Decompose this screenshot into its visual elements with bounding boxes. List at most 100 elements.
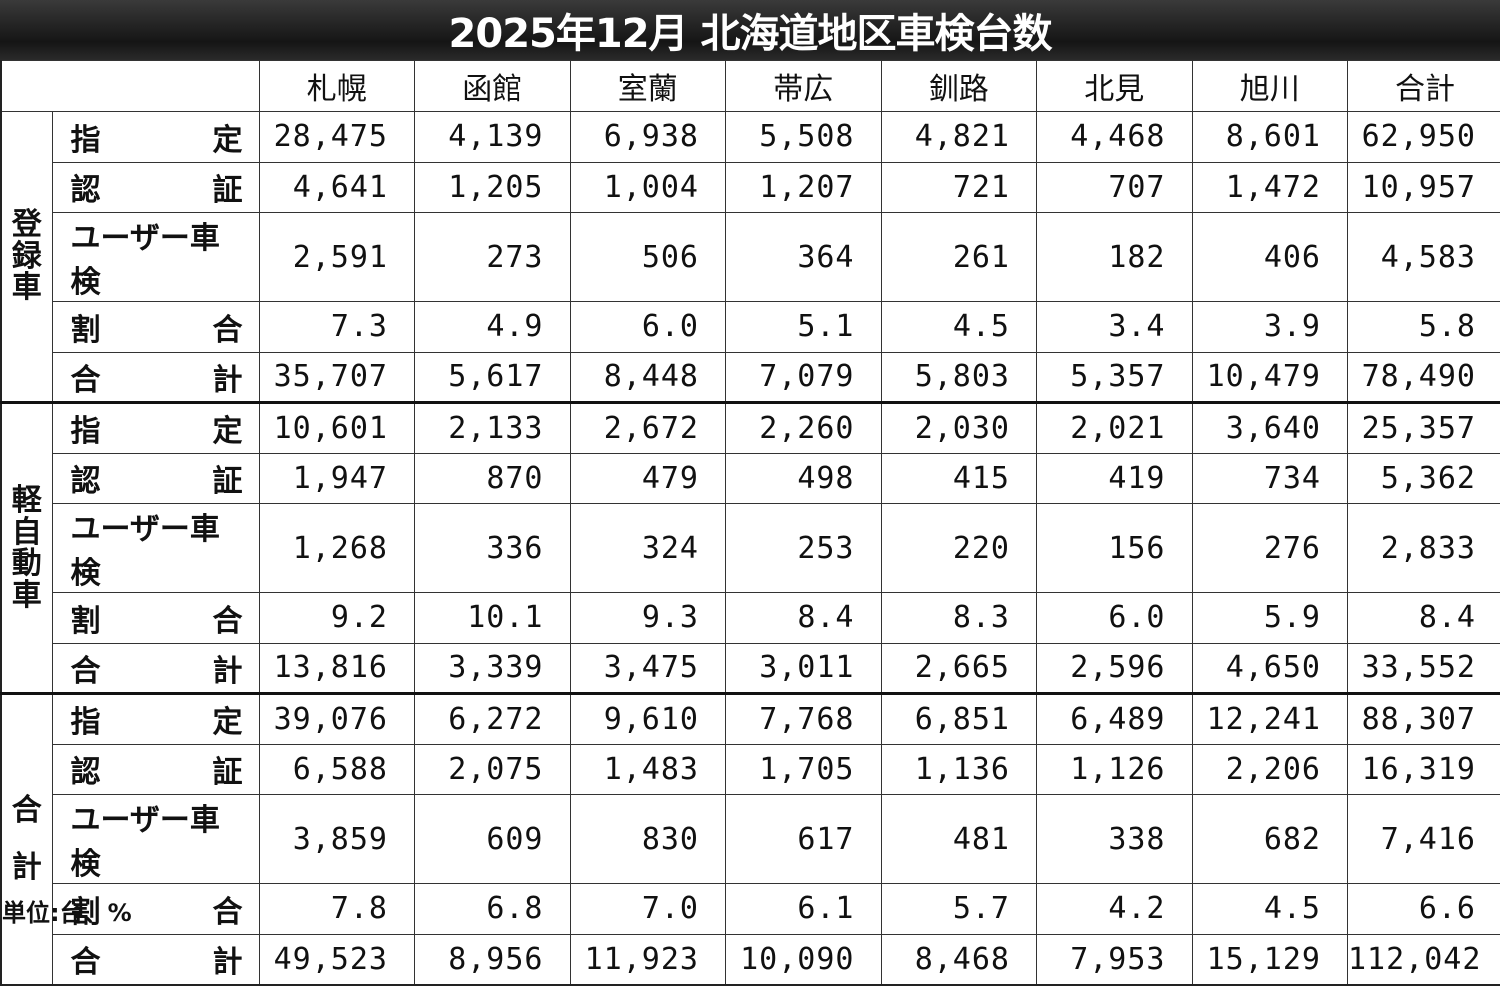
value-cell: 2,596 [1037, 643, 1193, 694]
corner-cell [1, 61, 259, 112]
value-cell: 7.0 [570, 884, 726, 935]
table-title: 2025年12月 北海道地区車検台数 [0, 0, 1500, 62]
value-cell: 3,859 [259, 795, 415, 884]
row-label: 合計 [52, 352, 259, 403]
column-header: 札幌 [259, 61, 415, 112]
value-cell: 88,307 [1348, 694, 1500, 745]
value-cell: 1,705 [726, 744, 882, 795]
value-cell: 6.0 [1037, 593, 1193, 644]
value-cell: 8,956 [415, 934, 571, 985]
value-cell: 1,483 [570, 744, 726, 795]
column-header: 函館 [415, 61, 571, 112]
value-cell: 1,126 [1037, 744, 1193, 795]
row-label: 認証 [52, 162, 259, 213]
value-cell: 707 [1037, 162, 1193, 213]
value-cell: 13,816 [259, 643, 415, 694]
value-cell: 4,641 [259, 162, 415, 213]
value-cell: 8.4 [726, 593, 882, 644]
value-cell: 5,803 [881, 352, 1037, 403]
row-label-part: 指 [71, 406, 101, 450]
group-label-char: 計 [2, 852, 52, 884]
value-cell: 276 [1192, 504, 1348, 593]
value-cell: 2,206 [1192, 744, 1348, 795]
row-label-part: ユーザー車検 [71, 213, 243, 301]
value-cell: 7,953 [1037, 934, 1193, 985]
group-label-char: 軽 [2, 485, 52, 517]
value-cell: 6,851 [881, 694, 1037, 745]
value-cell: 10,479 [1192, 352, 1348, 403]
row-label: 合計 [52, 643, 259, 694]
row-label-part: ユーザー車検 [71, 504, 243, 592]
value-cell: 49,523 [259, 934, 415, 985]
value-cell: 2,030 [881, 403, 1037, 454]
value-cell: 5.7 [881, 884, 1037, 935]
value-cell: 4,139 [415, 112, 571, 163]
value-cell: 6,489 [1037, 694, 1193, 745]
row-label-part: 計 [213, 646, 243, 690]
row-label-part: ユーザー車検 [71, 795, 243, 883]
row-label-part: 合 [71, 355, 101, 399]
value-cell: 8,448 [570, 352, 726, 403]
group-label-char [2, 826, 52, 852]
value-cell: 3,011 [726, 643, 882, 694]
value-cell: 8,468 [881, 934, 1037, 985]
group-label-char: 車 [2, 272, 52, 304]
value-cell: 4.5 [1192, 884, 1348, 935]
column-header: 釧路 [881, 61, 1037, 112]
row-label: ユーザー車検 [52, 213, 259, 302]
column-header: 北見 [1037, 61, 1193, 112]
row-label-part: 合 [213, 596, 243, 640]
value-cell: 6,588 [259, 744, 415, 795]
value-cell: 4.9 [415, 302, 571, 353]
value-cell: 10.1 [415, 593, 571, 644]
value-cell: 2,665 [881, 643, 1037, 694]
value-cell: 5,508 [726, 112, 882, 163]
value-cell: 6.1 [726, 884, 882, 935]
row-label: 指定 [52, 694, 259, 745]
row-label-part: 割 [71, 596, 101, 640]
value-cell: 10,601 [259, 403, 415, 454]
value-cell: 4,821 [881, 112, 1037, 163]
value-cell: 2,260 [726, 403, 882, 454]
row-label-part: 定 [213, 406, 243, 450]
value-cell: 6.8 [415, 884, 571, 935]
value-cell: 2,672 [570, 403, 726, 454]
value-cell: 481 [881, 795, 1037, 884]
value-cell: 364 [726, 213, 882, 302]
value-cell: 7,079 [726, 352, 882, 403]
value-cell: 1,207 [726, 162, 882, 213]
value-cell: 9.2 [259, 593, 415, 644]
value-cell: 870 [415, 453, 571, 504]
value-cell: 33,552 [1348, 643, 1500, 694]
group-label-char: 自 [2, 517, 52, 549]
value-cell: 16,319 [1348, 744, 1500, 795]
value-cell: 10,090 [726, 934, 882, 985]
value-cell: 35,707 [259, 352, 415, 403]
row-label-part: 証 [213, 747, 243, 791]
value-cell: 1,136 [881, 744, 1037, 795]
value-cell: 220 [881, 504, 1037, 593]
row-label-part: 合 [213, 305, 243, 349]
value-cell: 2,021 [1037, 403, 1193, 454]
value-cell: 7,416 [1348, 795, 1500, 884]
value-cell: 2,833 [1348, 504, 1500, 593]
value-cell: 15,129 [1192, 934, 1348, 985]
value-cell: 25,357 [1348, 403, 1500, 454]
value-cell: 11,923 [570, 934, 726, 985]
row-label-part: 定 [213, 697, 243, 741]
value-cell: 734 [1192, 453, 1348, 504]
group-label-char: 動 [2, 548, 52, 580]
value-cell: 609 [415, 795, 571, 884]
value-cell: 3.4 [1037, 302, 1193, 353]
